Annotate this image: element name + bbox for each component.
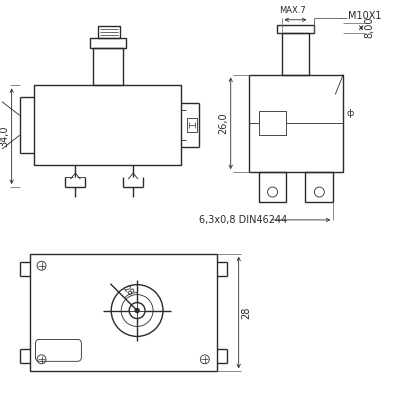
Bar [98, 26, 120, 38]
Bar [34, 86, 181, 165]
Text: 6,3x0,8 DIN46244: 6,3x0,8 DIN46244 [199, 215, 287, 225]
Bar [306, 172, 333, 202]
Bar [276, 25, 314, 33]
Text: M10X1: M10X1 [348, 11, 382, 21]
Circle shape [135, 308, 139, 312]
Bar [93, 48, 123, 86]
Bar [258, 172, 286, 202]
Bar [30, 254, 217, 371]
Bar [282, 33, 309, 74]
Bar [187, 118, 197, 132]
Text: 26,0: 26,0 [218, 112, 228, 134]
Text: 8,00: 8,00 [364, 17, 374, 38]
Text: ф: ф [346, 109, 354, 118]
Text: 28: 28 [242, 306, 252, 319]
Text: 28: 28 [121, 284, 135, 298]
Bar [249, 74, 343, 172]
Bar [90, 38, 126, 48]
Bar [258, 111, 286, 135]
Text: MAX.7: MAX.7 [280, 6, 306, 15]
Text: 34,0: 34,0 [0, 126, 10, 147]
